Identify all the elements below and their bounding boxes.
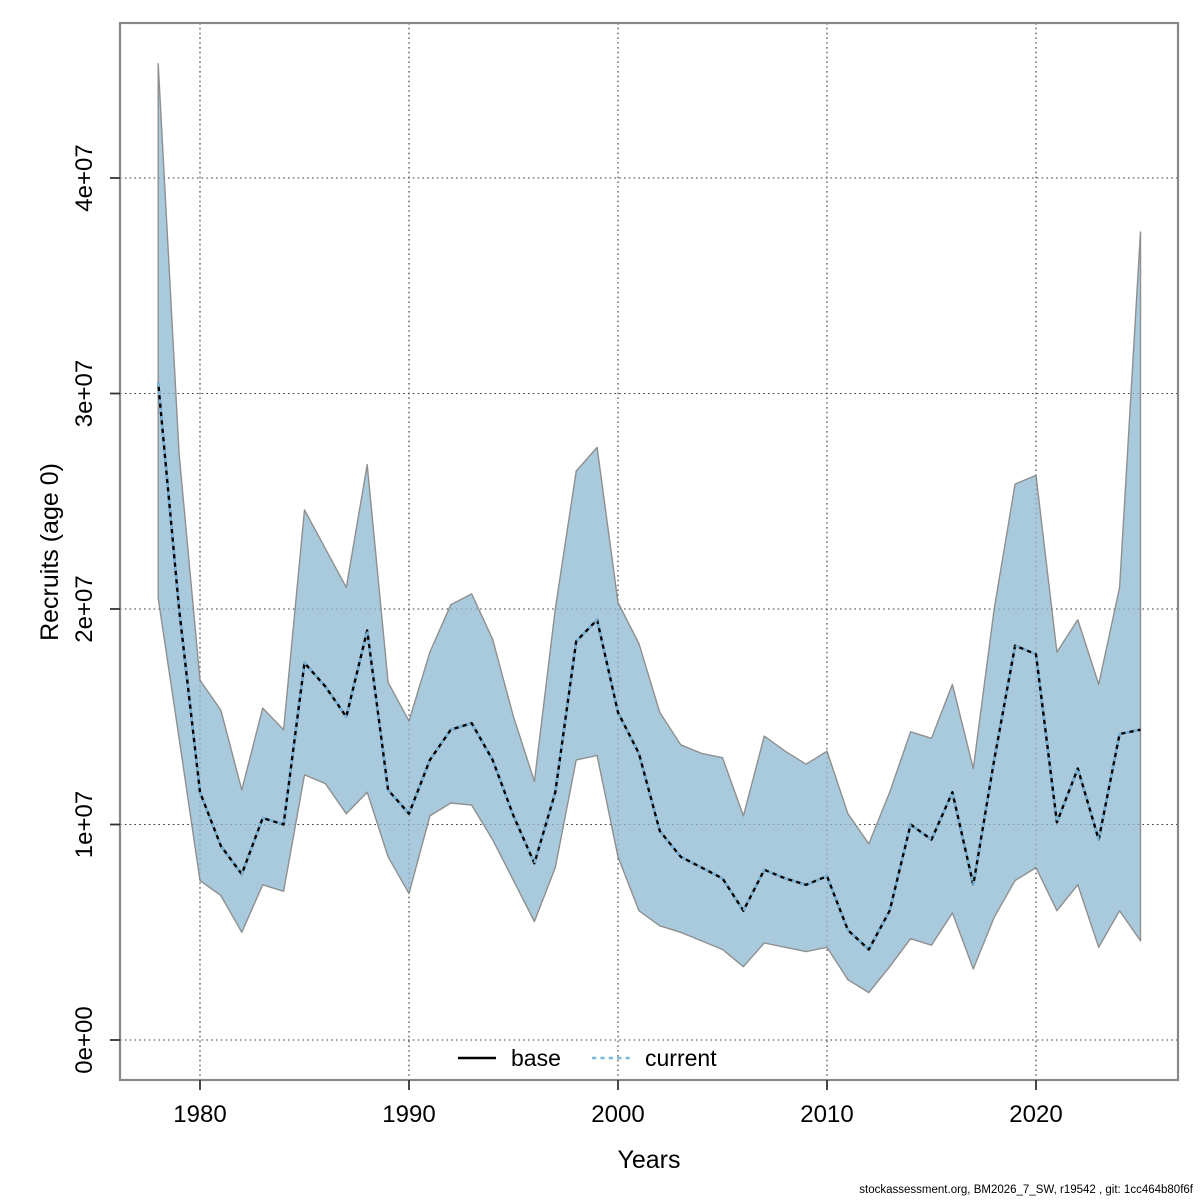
watermark-footer: stockassessment.org, BM2026_7_SW, r19542… (859, 1184, 1193, 1196)
x-tick-label-2000: 2000 (591, 1101, 644, 1128)
median-lines-layer (157, 382, 1141, 951)
axis-ticks-and-labels: 1980 1990 2000 2010 2020 0e+00 1e+07 2e+07 3e+07… (71, 144, 1063, 1128)
y-tick-label-0e+00: 0e+00 (71, 1006, 98, 1073)
legend-base-label: base (511, 1045, 561, 1071)
current-median-line (157, 382, 1141, 951)
x-tick-label-2010: 2010 (800, 1101, 853, 1128)
x-tick-label-2020: 2020 (1009, 1101, 1062, 1128)
confidence-band (157, 63, 1142, 994)
x-tick-label-1990: 1990 (382, 1101, 435, 1128)
x-tick-label-1980: 1980 (173, 1101, 226, 1128)
y-tick-label-3e+07: 3e+07 (71, 360, 98, 427)
y-axis-title: Recruits (age 0) (36, 463, 64, 641)
x-axis-title: Years (617, 1146, 680, 1174)
plot-border (118, 21, 1180, 1082)
legend-current-label: current (645, 1045, 717, 1071)
confidence-band-layer (157, 63, 1142, 994)
y-tick-label-2e+07: 2e+07 (71, 575, 98, 642)
y-tick-label-4e+07: 4e+07 (71, 144, 98, 211)
gridlines-overlay (120, 23, 1178, 1080)
y-tick-label-1e+07: 1e+07 (71, 791, 98, 858)
legend: base current (458, 1045, 717, 1071)
